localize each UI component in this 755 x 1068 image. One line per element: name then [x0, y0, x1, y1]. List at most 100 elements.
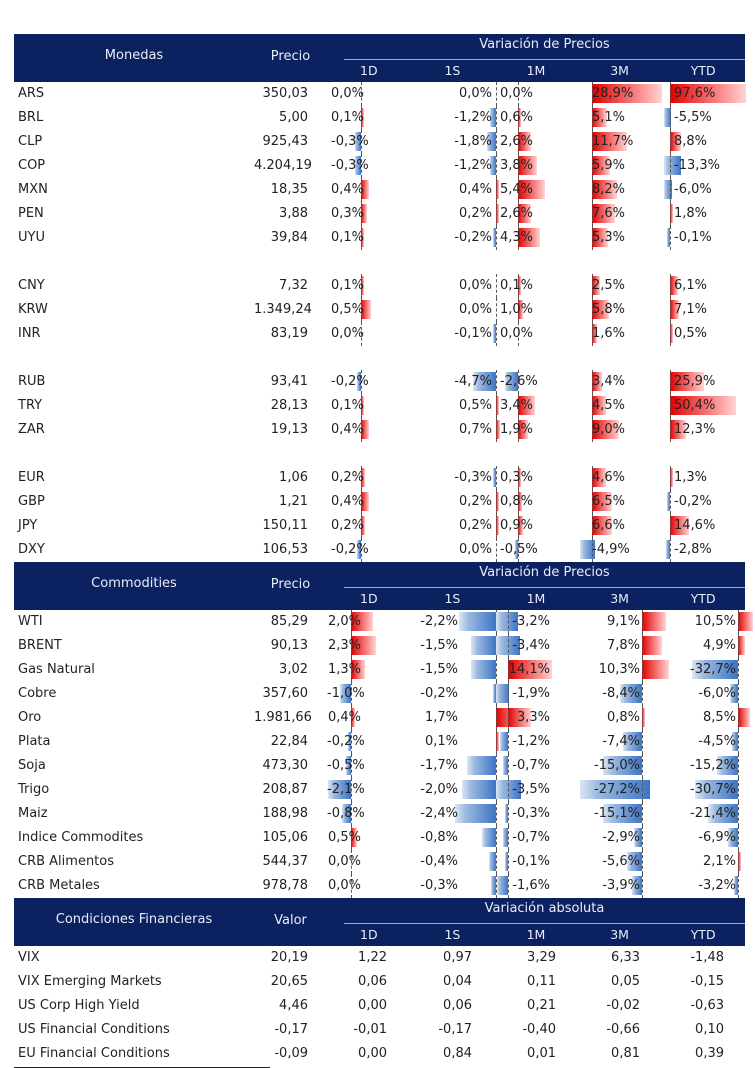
group-spacer: [14, 346, 745, 370]
value-label: 0,0%: [458, 86, 492, 101]
value-label: -1,5%: [420, 638, 458, 653]
value-label: 0,81: [611, 1046, 640, 1061]
value-cell-1m: -1,6%: [496, 874, 580, 898]
value-label: -15,1%: [594, 806, 640, 821]
table-row: DXY 106,53 -0,2% 0,0% -0,5% -4,9% -2,8%: [14, 538, 745, 562]
table-row: EU Financial Conditions -0,09 0,00 0,84 0,01…: [14, 1042, 745, 1066]
row-price: 1,06: [279, 470, 308, 485]
value-label: 2,5%: [592, 278, 626, 293]
positive-bar: [518, 108, 521, 127]
positive-bar: [518, 468, 521, 487]
zero-axis-line: [496, 754, 497, 778]
zero-axis-line: [361, 154, 362, 178]
value-label: 4,3%: [500, 230, 534, 245]
negative-bar: [496, 876, 508, 895]
positive-bar: [738, 612, 753, 631]
zero-axis-line: [518, 538, 519, 562]
zero-axis-line: [496, 418, 497, 442]
row-name: Maiz: [18, 806, 48, 821]
value-cell-1d: 0,06: [327, 970, 411, 994]
value-cell-1m: 0,01: [496, 1042, 580, 1066]
zero-axis-line: [496, 322, 497, 346]
negative-bar: [503, 828, 508, 847]
value-cell-1s: -1,5%: [412, 658, 497, 682]
value-label: -6,0%: [698, 686, 736, 701]
value-label: 0,1%: [424, 734, 458, 749]
negative-bar: [493, 468, 496, 487]
variation-group-header: Variación absoluta: [484, 901, 605, 916]
value-label: 0,2%: [458, 518, 492, 533]
section-header: Monedas Precio Variación de Precios 1D 1S 1M 3…: [14, 34, 745, 82]
value-cell-ytd: -15,2%: [664, 754, 748, 778]
value-cell-1d: 0,4%: [327, 706, 411, 730]
positive-bar: [642, 708, 645, 727]
value-cell-1d: 0,3%: [327, 202, 411, 226]
table-row: EUR 1,06 0,2% -0,3% 0,3% 4,6% 1,3%: [14, 466, 745, 490]
negative-bar: [627, 852, 642, 871]
table-row: Trigo 208,87 -2,1% -2,0% -3,5% -27,2% -30,7%: [14, 778, 745, 802]
positive-bar: [361, 300, 371, 319]
value-label: -1,2%: [454, 158, 492, 173]
row-name: BRL: [18, 110, 44, 125]
value-label: 0,1%: [500, 278, 534, 293]
value-cell-1s: -0,17: [412, 1018, 496, 1042]
negative-bar: [490, 156, 496, 175]
value-label: 10,5%: [694, 614, 736, 629]
positive-bar: [351, 660, 366, 679]
value-label: 0,0%: [331, 86, 365, 101]
value-cell-ytd: -1,48: [664, 946, 748, 970]
zero-axis-line: [518, 514, 519, 538]
positive-bar: [670, 204, 673, 223]
value-cell-3m: -7,4%: [580, 730, 664, 754]
negative-bar: [505, 804, 508, 823]
zero-axis-line: [496, 850, 497, 874]
positive-bar: [670, 516, 689, 535]
zero-axis-line: [351, 874, 352, 898]
zero-axis-line: [518, 226, 519, 250]
value-label: 10,3%: [598, 662, 640, 677]
negative-bar: [348, 732, 351, 751]
positive-bar: [351, 708, 356, 727]
row-price: 150,11: [262, 518, 309, 533]
market-table: Monedas Precio Variación de Precios 1D 1S 1M 3…: [14, 34, 753, 1068]
value-label: 0,3%: [331, 206, 365, 221]
row-price: 93,41: [270, 374, 308, 389]
positive-bar: [670, 300, 680, 319]
zero-axis-line: [518, 466, 519, 490]
zero-axis-line: [361, 298, 362, 322]
period-columns: 1D 1S 1M 3M YTD: [327, 924, 745, 946]
zero-axis-line: [738, 682, 739, 706]
row-name: Indice Commodites: [18, 830, 144, 845]
value-label: 2,6%: [500, 206, 534, 221]
zero-axis-line: [351, 706, 352, 730]
value-cell-1s: 0,0%: [412, 298, 497, 322]
zero-axis-line: [361, 178, 362, 202]
row-price: 1.981,66: [254, 710, 312, 725]
zero-axis-line: [351, 682, 352, 706]
value-label: 25,9%: [674, 374, 716, 389]
positive-bar: [592, 300, 610, 319]
positive-bar: [496, 180, 499, 199]
table-row: Maiz 188,98 -0,8% -2,4% -0,3% -15,1% -21,4%: [14, 802, 745, 826]
value-label: 0,01: [527, 1046, 556, 1061]
value-label: -1,0%: [327, 686, 365, 701]
zero-axis-line: [496, 394, 497, 418]
zero-axis-line: [738, 706, 739, 730]
positive-bar: [592, 372, 603, 391]
value-cell-1s: 0,2%: [412, 514, 499, 538]
zero-axis-line: [592, 274, 593, 298]
negative-bar: [482, 828, 496, 847]
row-name: DXY: [18, 542, 45, 557]
negative-bar: [470, 660, 496, 679]
header-divider: [344, 59, 745, 60]
value-label: -0,15: [690, 974, 724, 989]
zero-axis-line: [361, 394, 362, 418]
negative-bar: [342, 804, 351, 823]
value-label: -0,2%: [420, 686, 458, 701]
value-cell-3m: 5,9%: [580, 154, 664, 178]
value-cell-ytd: 12,3%: [664, 418, 748, 442]
value-cell-1s: -1,5%: [412, 634, 497, 658]
value-label: 6,6%: [592, 518, 626, 533]
positive-bar: [361, 108, 364, 127]
positive-bar: [351, 612, 373, 631]
